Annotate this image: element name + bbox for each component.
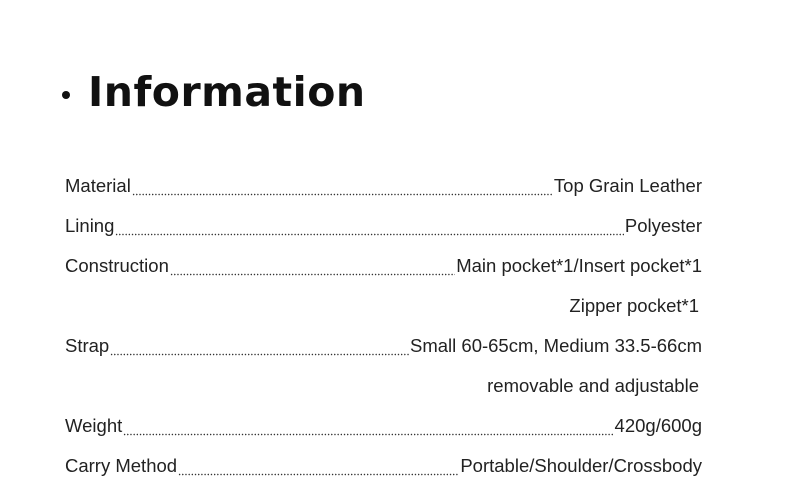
spec-row-construction: Construction Main pocket*1/Insert pocket…: [65, 253, 702, 293]
spec-value: Polyester: [624, 215, 702, 236]
spec-row-weight: Weight 420g/600g: [65, 413, 702, 453]
spec-row-strap: Strap Small 60-65cm, Medium 33.5-66cm: [65, 333, 702, 373]
spec-value: 420g/600g: [614, 415, 702, 436]
spec-row-lining: Lining Polyester: [65, 213, 702, 253]
spec-label: Strap: [65, 335, 110, 356]
spec-row-construction-continued: Zipper pocket*1: [65, 293, 702, 333]
dot-leader: [115, 213, 624, 239]
spec-label: Construction: [65, 255, 169, 276]
spec-row-material: Material Top Grain Leather: [65, 173, 702, 213]
spec-list: Material Top Grain Leather Lining Polyes…: [65, 173, 702, 493]
spec-value: Main pocket*1/Insert pocket*1: [456, 255, 702, 276]
spec-label: Lining: [65, 215, 115, 236]
spec-value: Small 60-65cm, Medium 33.5-66cm: [410, 335, 702, 356]
bullet-icon: [62, 91, 70, 99]
dot-leader: [169, 253, 456, 279]
page-title: Information: [88, 68, 366, 116]
spec-label: Weight: [65, 415, 123, 436]
spec-row-strap-continued: removable and adjustable: [65, 373, 702, 413]
spec-value-continuation: removable and adjustable: [487, 375, 699, 396]
spec-label: Material: [65, 175, 131, 196]
dot-leader: [178, 453, 460, 479]
dot-leader: [123, 413, 614, 439]
spec-value: Top Grain Leather: [553, 175, 702, 196]
section-heading: Information: [62, 68, 366, 116]
spec-label: Carry Method: [65, 455, 178, 476]
dot-leader: [131, 173, 553, 199]
spec-value-continuation: Zipper pocket*1: [569, 295, 699, 316]
spec-value: Portable/Shoulder/Crossbody: [460, 455, 702, 476]
dot-leader: [110, 333, 409, 359]
spec-row-carry-method: Carry Method Portable/Shoulder/Crossbody: [65, 453, 702, 493]
